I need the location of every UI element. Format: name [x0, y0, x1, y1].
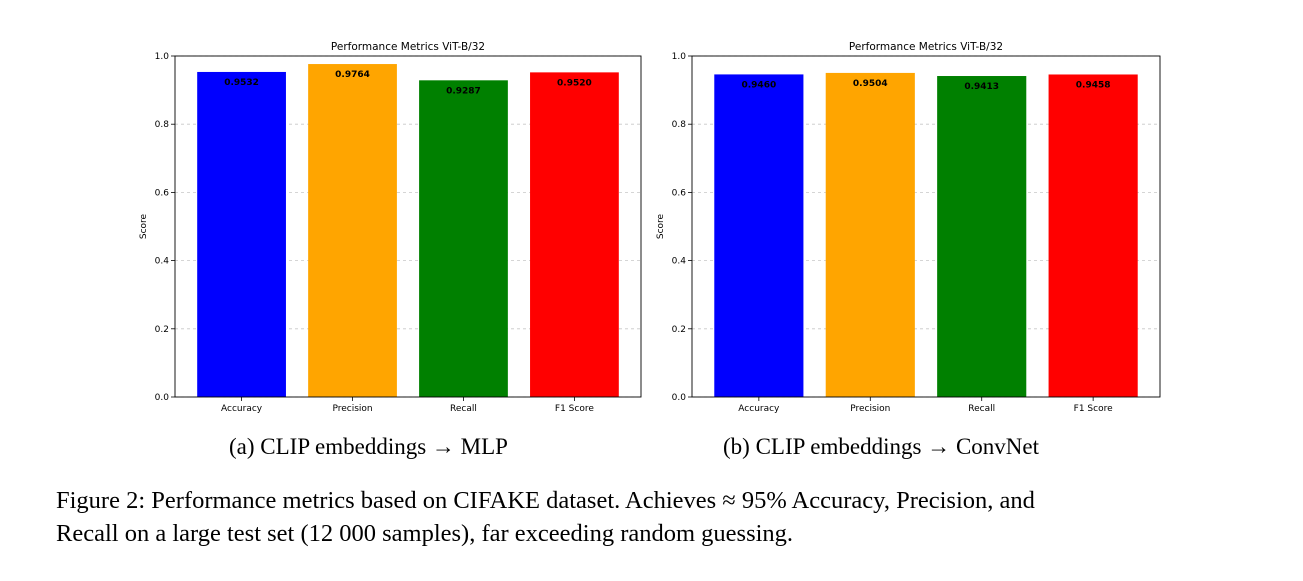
chart1-x-tick-label-3: F1 Score — [555, 404, 594, 414]
chart2-data-label-3: 0.9458 — [1076, 80, 1111, 90]
chart1-y-tick-label-3: 0.6 — [155, 188, 170, 198]
chart1-bar-recall — [419, 80, 508, 398]
chart1-bar-f1-score — [530, 72, 619, 398]
chart1-bar-accuracy — [197, 71, 286, 397]
chart2-bar-accuracy — [714, 74, 804, 397]
chart1-data-label-1: 0.9764 — [335, 70, 370, 80]
chart1-y-tick-label-5: 1.0 — [155, 52, 170, 62]
chart1-y-tick-label-0: 0.0 — [155, 393, 170, 403]
chart2-y-tick-label-2: 0.4 — [672, 257, 687, 267]
chart2-x-tick-label-2: Recall — [968, 404, 995, 414]
chart2-data-label-0: 0.9460 — [741, 80, 776, 90]
chart2-bar-precision — [825, 72, 915, 397]
chart2-data-label-1: 0.9504 — [853, 79, 888, 89]
figure-caption: Figure 2: Performance metrics based on C… — [56, 484, 1256, 550]
chart1-y-tick-label-4: 0.8 — [155, 120, 170, 130]
chart2-y-axis-label: Score — [656, 213, 666, 239]
chart1-x-tick-label-1: Precision — [332, 404, 372, 414]
chart2-y-tick-label-5: 1.0 — [672, 52, 687, 62]
chart1-data-label-0: 0.9532 — [224, 78, 259, 88]
figure-caption-line-1: Figure 2: Performance metrics based on C… — [56, 487, 1035, 514]
chart2-plot-frame — [691, 55, 1161, 398]
figure-caption-line-2: Recall on a large test set (12 000 sampl… — [56, 520, 794, 547]
chart2-bar-f1-score — [1048, 74, 1138, 397]
chart2-y-tick-label-3: 0.6 — [672, 188, 687, 198]
charts-figure: 0.9532 Accuracy 0.9764 Precision 0.9287 Recal… — [139, 41, 1161, 414]
chart1-y-axis-label: Score — [139, 213, 149, 239]
chart2-bar-recall — [937, 76, 1027, 398]
subcaption-a: (a) CLIP embeddings → MLP — [229, 434, 508, 459]
chart1-x-tick-label-0: Accuracy — [221, 404, 263, 414]
chart1-y-tick-label-2: 0.4 — [155, 257, 170, 267]
chart1-x-tick-label-2: Recall — [450, 404, 477, 414]
chart2-x-tick-label-0: Accuracy — [738, 404, 780, 414]
chart2-y-tick-label-4: 0.8 — [672, 120, 687, 130]
chart2-y-tick-label-1: 0.2 — [672, 325, 686, 335]
chart2-title: Performance Metrics ViT-B/32 — [849, 41, 1003, 53]
chart-b-convnet: 0.9460 Accuracy 0.9504 Precision 0.9413 Recal… — [656, 41, 1161, 414]
chart2-x-tick-label-1: Precision — [850, 404, 890, 414]
chart1-data-label-3: 0.9520 — [557, 78, 592, 88]
chart1-plot-frame — [174, 55, 642, 398]
chart2-x-tick-label-3: F1 Score — [1074, 404, 1113, 414]
chart2-data-label-2: 0.9413 — [964, 82, 999, 92]
chart1-data-label-2: 0.9287 — [446, 86, 481, 96]
chart1-y-tick-label-1: 0.2 — [155, 325, 169, 335]
chart1-title: Performance Metrics ViT-B/32 — [331, 41, 485, 53]
chart2-y-tick-label-0: 0.0 — [672, 393, 687, 403]
chart-a-mlp: 0.9532 Accuracy 0.9764 Precision 0.9287 Recal… — [139, 41, 642, 414]
chart1-bar-precision — [308, 64, 397, 397]
subcaption-b: (b) CLIP embeddings → ConvNet — [723, 434, 1040, 459]
